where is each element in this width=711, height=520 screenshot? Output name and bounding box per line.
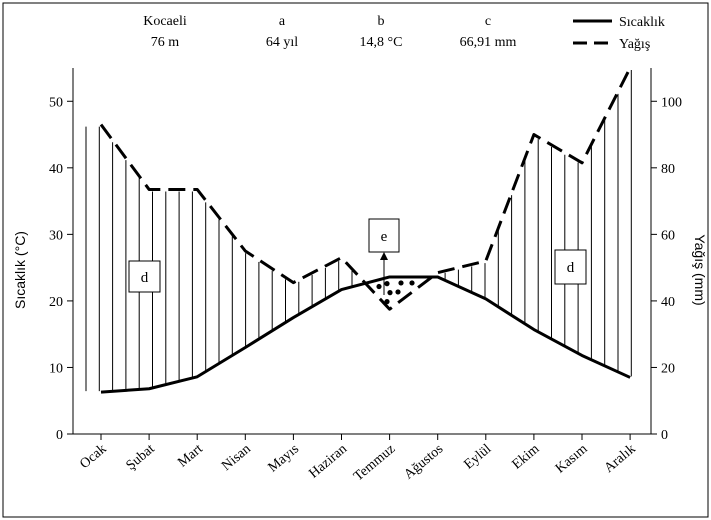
- dry-period-dots: [376, 280, 415, 305]
- y-tick-label-left: 50: [49, 95, 63, 110]
- y-tick-label-left: 10: [49, 361, 63, 376]
- y-tick-label-left: 0: [56, 428, 63, 443]
- dry-dot: [395, 289, 401, 295]
- y-tick-label-right: 20: [661, 361, 675, 376]
- header-value-years: 64 yıl: [266, 35, 298, 50]
- series: [99, 67, 632, 394]
- annotation-d-left: d: [128, 260, 161, 293]
- annotation-e-arrowhead: [380, 252, 388, 260]
- y-tick-label-right: 40: [661, 295, 675, 310]
- dry-dot: [376, 283, 382, 290]
- header-label-b: b: [378, 14, 385, 29]
- header-value-altitude: 76 m: [151, 35, 180, 50]
- dry-dot: [409, 280, 415, 286]
- annotation-d-right-label: d: [567, 260, 575, 276]
- annotation-d-left-label: d: [141, 270, 149, 286]
- annotation-e: e: [368, 218, 400, 295]
- y-tick-label-right: 80: [661, 162, 675, 177]
- header-value-temperature: 14,8 °C: [360, 35, 403, 50]
- y-tick-label-left: 20: [49, 295, 63, 310]
- dry-dot: [387, 290, 393, 296]
- dry-dot: [398, 280, 404, 286]
- header-value-precipitation: 66,91 mm: [460, 35, 517, 50]
- legend-label-temperature: Sıcaklık: [619, 15, 665, 30]
- y-tick-label-right: 0: [661, 428, 668, 443]
- y-axis-title-left: Sıcaklık (°C): [12, 231, 28, 309]
- legend: Sıcaklık Yağış: [573, 15, 665, 52]
- header-label-c: c: [485, 14, 491, 29]
- dry-dot: [384, 281, 390, 287]
- annotation-d-right: d: [554, 249, 587, 285]
- y-tick-label-left: 40: [49, 162, 63, 177]
- y-tick-label-right: 100: [661, 95, 682, 110]
- header-label-station: Kocaeli: [143, 14, 187, 29]
- y-tick-label-left: 30: [49, 228, 63, 243]
- chart-header: Kocaeli 76 m a 64 yıl b 14,8 °C c 66,91 …: [143, 14, 516, 50]
- y-tick-label-right: 60: [661, 228, 675, 243]
- precipitation-line: [99, 67, 632, 311]
- axes: 0 10 20 30 40 50 0 20 40 60 80 100: [49, 68, 682, 443]
- y-axis-title-right: Yağış (mm): [692, 234, 708, 305]
- header-label-a: a: [279, 14, 286, 29]
- legend-label-precipitation: Yağış: [619, 37, 650, 52]
- annotation-e-label: e: [381, 229, 388, 245]
